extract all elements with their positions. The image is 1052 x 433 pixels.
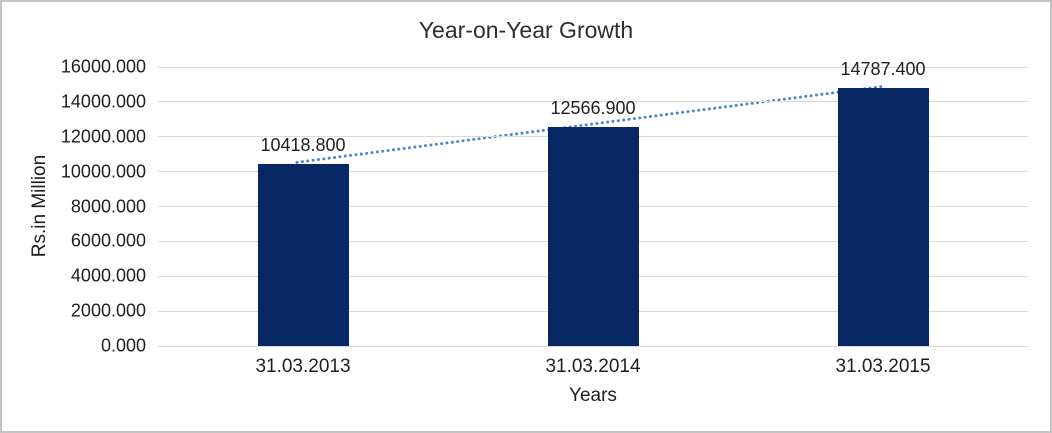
y-tick-label: 0.000 xyxy=(100,335,146,356)
gridline xyxy=(158,101,1028,103)
y-tick-label: 10000.000 xyxy=(60,161,146,182)
x-axis-title: Years xyxy=(569,385,617,406)
x-tick-label: 31.03.2013 xyxy=(255,356,351,377)
y-tick-label: 6000.000 xyxy=(70,230,146,251)
data-label: 14787.400 xyxy=(840,59,926,80)
y-tick-label: 4000.000 xyxy=(70,265,146,286)
data-label: 10418.800 xyxy=(260,135,346,156)
x-tick-label: 31.03.2015 xyxy=(835,356,931,377)
bar xyxy=(547,126,639,346)
bar xyxy=(257,164,349,346)
data-label: 12566.900 xyxy=(550,97,636,118)
y-tick-label: 8000.000 xyxy=(70,196,146,216)
gridline xyxy=(158,345,1028,347)
y-tick-label: 12000.000 xyxy=(60,126,146,147)
y-tick-label: 2000.000 xyxy=(70,300,146,321)
gridline xyxy=(158,66,1028,68)
y-tick-label: 16000.000 xyxy=(60,56,146,77)
bar xyxy=(837,88,929,346)
chart-title: Year-on-Year Growth xyxy=(418,17,634,43)
x-tick-label: 31.03.2014 xyxy=(545,356,641,377)
y-tick-label: 14000.000 xyxy=(60,91,146,112)
